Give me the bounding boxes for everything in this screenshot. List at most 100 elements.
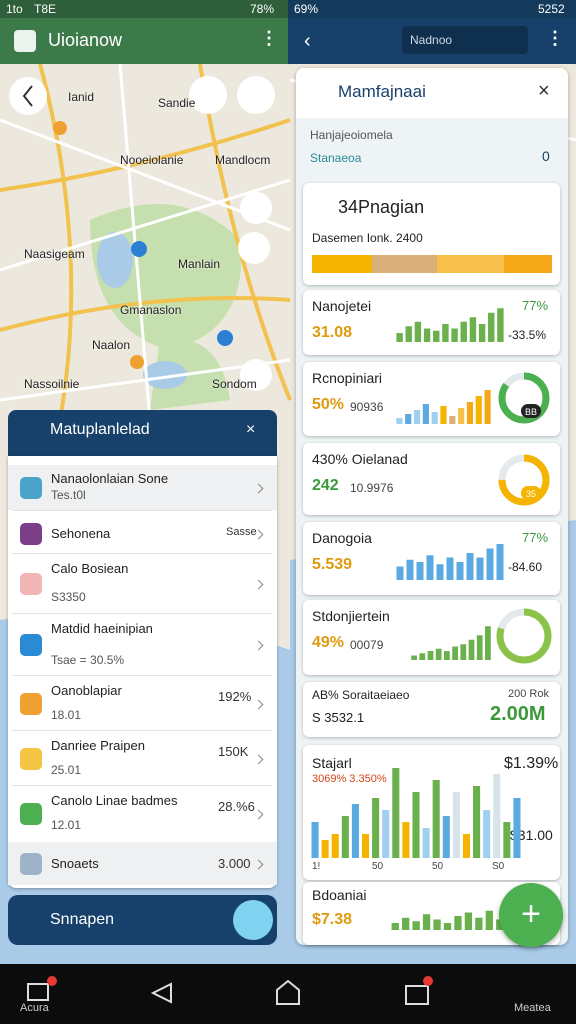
card-value: 50% bbox=[312, 396, 345, 413]
bar bbox=[488, 312, 495, 342]
bar bbox=[422, 828, 430, 858]
footer-title: Snnapen bbox=[50, 911, 115, 928]
card-sub: 90936 bbox=[350, 400, 384, 414]
map-label: Mandlocm bbox=[215, 153, 271, 167]
bar bbox=[331, 834, 339, 858]
axis-label: 1! bbox=[312, 861, 321, 872]
action-button[interactable] bbox=[233, 900, 273, 940]
card-value: $1.39% bbox=[504, 755, 559, 772]
app-bar bbox=[0, 18, 288, 64]
footer-bar bbox=[8, 895, 277, 945]
ring bbox=[498, 454, 550, 506]
bar bbox=[464, 912, 473, 930]
panel-subtitle: Hanjajeoiomela bbox=[310, 128, 393, 142]
bar bbox=[475, 917, 483, 930]
bar bbox=[433, 919, 441, 930]
bar bbox=[497, 308, 504, 342]
status-time: 1to bbox=[6, 2, 23, 16]
search-box[interactable] bbox=[402, 26, 528, 54]
bar bbox=[485, 626, 491, 660]
card-title: Stdonjiertein bbox=[312, 608, 390, 624]
bar bbox=[419, 653, 426, 660]
card-value: 242 bbox=[312, 477, 339, 494]
bar bbox=[351, 804, 359, 858]
item-icon bbox=[20, 572, 42, 595]
map-label: Naalon bbox=[92, 338, 131, 352]
bar bbox=[435, 648, 442, 660]
bar bbox=[462, 834, 471, 858]
map-label: Sandie bbox=[158, 96, 196, 110]
item-value: 3.000 bbox=[218, 855, 251, 871]
list-item-bg bbox=[8, 842, 277, 885]
ring-label: 35 bbox=[526, 489, 536, 499]
bar bbox=[372, 798, 380, 858]
bar bbox=[422, 404, 429, 424]
card-title: Nanojetei bbox=[312, 298, 372, 314]
card-note: 200 Rok bbox=[508, 688, 549, 700]
close-button[interactable]: × bbox=[246, 421, 256, 438]
menu-button[interactable]: ⋮ bbox=[546, 28, 564, 48]
axis-label: 50 bbox=[432, 861, 444, 872]
map-label: Naasigeam bbox=[24, 247, 85, 261]
panel-tag: Stanaeoa bbox=[310, 151, 362, 165]
bar bbox=[402, 822, 410, 858]
bar bbox=[466, 553, 474, 580]
divider bbox=[12, 675, 272, 676]
bar bbox=[452, 646, 458, 660]
item-subtitle: 25.01 bbox=[51, 763, 82, 777]
list-panel bbox=[8, 456, 277, 888]
status-carrier: T8E bbox=[34, 2, 57, 16]
bar bbox=[496, 544, 504, 580]
ring-label: BB bbox=[525, 407, 537, 417]
progress-segment bbox=[312, 255, 372, 273]
card-sub: 3069% 3.350% bbox=[312, 773, 387, 785]
bar bbox=[426, 555, 434, 580]
bar bbox=[321, 840, 329, 858]
bar bbox=[452, 792, 460, 858]
bar bbox=[484, 390, 491, 424]
map-label: Nassoilnie bbox=[24, 377, 80, 391]
list-item-bg bbox=[8, 465, 277, 510]
card-value: 5.539 bbox=[312, 556, 353, 573]
bar bbox=[396, 333, 403, 342]
panel-title: Matuplanlelad bbox=[50, 421, 150, 438]
axis-label: 50 bbox=[372, 861, 384, 872]
fab[interactable]: + bbox=[499, 883, 563, 947]
card-sub: S 3532.1 bbox=[312, 710, 365, 725]
card-caption: Dasemen Ionk. 2400 bbox=[312, 231, 423, 245]
app-icon[interactable] bbox=[14, 30, 36, 52]
divider bbox=[12, 553, 272, 554]
item-subtitle: 18.01 bbox=[51, 708, 82, 722]
close-button[interactable]: × bbox=[538, 80, 550, 102]
bar bbox=[436, 564, 444, 580]
bar bbox=[451, 328, 458, 342]
divider bbox=[12, 730, 272, 731]
bar bbox=[382, 810, 390, 858]
item-title: Sehonena bbox=[51, 525, 111, 541]
back-button[interactable]: ‹ bbox=[304, 30, 311, 52]
bar bbox=[476, 557, 484, 580]
card-change: -84.60 bbox=[508, 560, 543, 574]
item-subtitle: Tes.t0l bbox=[51, 488, 86, 502]
axis-label: S0 bbox=[492, 861, 505, 872]
axis-label: $31.00 bbox=[510, 827, 553, 843]
card-change: -33.5% bbox=[508, 328, 547, 342]
bar bbox=[422, 914, 431, 930]
card-title: 430% Oielanad bbox=[312, 451, 408, 467]
item-icon bbox=[20, 802, 42, 825]
card-value: 31.08 bbox=[312, 324, 353, 341]
bar bbox=[475, 396, 482, 424]
status-battery: 69% bbox=[294, 2, 319, 16]
item-value: 150K bbox=[218, 744, 249, 759]
bar bbox=[478, 324, 486, 342]
bar bbox=[405, 326, 412, 342]
bar bbox=[460, 644, 467, 660]
progress-segment bbox=[504, 255, 552, 273]
ring-badge bbox=[521, 404, 541, 418]
bar bbox=[392, 768, 400, 858]
item-icon bbox=[20, 476, 42, 499]
menu-button[interactable]: ⋮ bbox=[260, 28, 278, 48]
bar bbox=[414, 321, 422, 342]
item-subtitle: 12.01 bbox=[51, 818, 82, 832]
